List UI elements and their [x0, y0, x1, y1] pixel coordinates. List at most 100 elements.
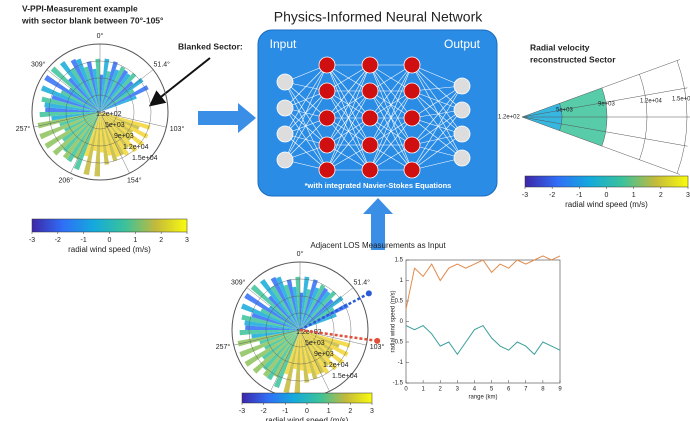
- colorbar-tick-label: 0: [605, 192, 609, 199]
- colorbar-tick-label: 2: [659, 192, 663, 199]
- colorbar-tick-label: -3: [239, 408, 245, 415]
- angle-label: 0°: [97, 32, 104, 40]
- node: [454, 150, 470, 166]
- colorbar-tick-label: -2: [549, 192, 555, 199]
- colorbar: [525, 176, 688, 187]
- polar-plot: 0°51.4°103°154°206°257°309°1.2e+025e+039…: [216, 250, 385, 402]
- colorbar-tick-label: 3: [370, 408, 374, 415]
- flow-arrow: [198, 103, 256, 133]
- node: [319, 83, 335, 99]
- range-label: 1.5e+04: [132, 155, 158, 162]
- colorbar-tick-label: 3: [686, 192, 690, 199]
- range-label: 1.2e+04: [123, 144, 149, 151]
- x-tick-label: 1: [421, 387, 425, 393]
- network-note: *with integrated Navier-Stokes Equations: [305, 181, 452, 190]
- node: [362, 57, 378, 73]
- colorbar-tick-label: -1: [282, 408, 288, 415]
- angle-label: 103°: [170, 125, 185, 133]
- sector-plot: 1.2e+02 5e+03 9e+03 1.2e+04 1.5e+04: [498, 60, 690, 175]
- input-label: Input: [270, 37, 297, 51]
- angle-label: 309°: [31, 60, 46, 68]
- node: [404, 110, 420, 126]
- y-tick-label: 0: [400, 319, 404, 325]
- angle-label: 103°: [370, 343, 385, 351]
- panel-title: reconstructed Sector: [530, 54, 616, 64]
- colorbar-tick-label: 1: [133, 237, 137, 244]
- y-tick-label: -1.5: [393, 381, 404, 387]
- node: [404, 57, 420, 73]
- range-label: 9e+03: [598, 102, 616, 108]
- node: [404, 162, 420, 178]
- range-label: 5e+03: [305, 340, 325, 347]
- colorbar-tick-label: -3: [29, 237, 35, 244]
- colorbar-tick-label: 0: [108, 237, 112, 244]
- polar-plot: 0° 51.4° 103° 154° 206° 257° 309° 1.2e+02 5e+03 9…: [16, 32, 185, 184]
- range-label: 1.2e+04: [323, 362, 349, 369]
- x-tick-label: 7: [524, 387, 528, 393]
- x-axis-label: range (km): [468, 395, 497, 401]
- angle-label: 51.4°: [354, 278, 371, 286]
- x-tick-label: 3: [456, 387, 460, 393]
- angle-label: 154°: [127, 176, 142, 184]
- line-series: [406, 256, 560, 309]
- range-label: 1.5e+04: [672, 97, 690, 103]
- node: [362, 110, 378, 126]
- range-label: 5e+03: [556, 108, 574, 114]
- node: [319, 57, 335, 73]
- range-label: 1.2e+04: [640, 99, 663, 105]
- node: [277, 100, 293, 116]
- x-tick-label: 0: [404, 387, 408, 393]
- angle-label: 206°: [58, 176, 73, 184]
- network-title: Physics-Informed Neural Network: [274, 9, 484, 25]
- colorbar-tick-label: 3: [185, 237, 189, 244]
- colorbar-tick-label: 1: [632, 192, 636, 199]
- colorbar-label: radial wind speed (m/s): [68, 245, 151, 254]
- node: [277, 74, 293, 90]
- panel-title: with sector blank between 70°-105°: [21, 15, 164, 25]
- node: [319, 162, 335, 178]
- node: [362, 162, 378, 178]
- los-tip: [374, 338, 380, 344]
- angle-label: 309°: [231, 278, 246, 286]
- y-axis-label: radial wind speed (m/s): [391, 290, 397, 352]
- colorbar-tick-label: 1: [327, 408, 331, 415]
- angle-label: 51.4°: [154, 60, 171, 68]
- range-label: 9e+03: [314, 351, 334, 358]
- colorbar-tick-label: 0: [305, 408, 309, 415]
- colorbar-tick-label: -2: [261, 408, 267, 415]
- node: [362, 83, 378, 99]
- colorbar-tick-label: -3: [522, 192, 528, 199]
- colorbar-tick-label: -1: [81, 237, 87, 244]
- los-tip: [366, 290, 372, 296]
- panel-title: V-PPI-Measurement example: [22, 3, 138, 13]
- line-series: [406, 326, 560, 355]
- colorbar-tick-label: 2: [348, 408, 352, 415]
- range-label: 9e+03: [114, 133, 134, 140]
- node: [404, 83, 420, 99]
- panel-title: Radial velocity: [530, 42, 590, 52]
- range-label: 1.2e+02: [96, 111, 122, 118]
- x-tick-label: 9: [558, 387, 562, 393]
- colorbar-label: radial wind speed (m/s): [266, 416, 349, 421]
- colorbar: [242, 393, 372, 403]
- range-label: 1.2e+02: [498, 115, 521, 121]
- panel-title: Adjacent LOS Measurements as Input: [310, 241, 446, 250]
- angle-label: 257°: [16, 125, 31, 133]
- output-label: Output: [444, 37, 481, 51]
- node: [454, 126, 470, 142]
- colorbar-tick-label: 2: [159, 237, 163, 244]
- y-tick-label: 1.5: [395, 258, 404, 264]
- node: [319, 137, 335, 153]
- plot-frame: [406, 260, 560, 383]
- y-tick-label: -1: [398, 360, 404, 366]
- node: [454, 78, 470, 94]
- node: [277, 152, 293, 168]
- node: [454, 102, 470, 118]
- angle-label: 0°: [297, 250, 304, 258]
- node: [319, 110, 335, 126]
- colorbar-tick-label: -1: [576, 192, 582, 199]
- range-label: 5e+03: [105, 122, 125, 129]
- colorbar-label: radial wind speed (m/s): [565, 200, 648, 209]
- range-label: 1.5e+04: [332, 373, 358, 380]
- colorbar: [32, 219, 187, 232]
